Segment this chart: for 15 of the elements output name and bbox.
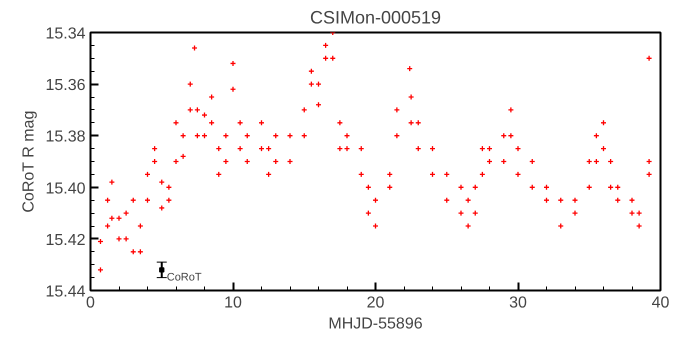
y-tick-label: 15.40: [45, 180, 86, 198]
x-tick-label: 20: [366, 294, 384, 312]
y-tick-label: 15.38: [45, 128, 86, 146]
chart-title: CSIMon-000519: [310, 8, 442, 28]
y-tick-label: 15.34: [45, 26, 86, 42]
series-label: CoRoT: [166, 272, 202, 284]
x-tick-label: 30: [509, 294, 527, 312]
x-axis-title: MHJD-55896: [328, 316, 423, 332]
y-tick-label: 15.36: [45, 77, 86, 94]
y-tick-label: 15.42: [45, 232, 86, 249]
x-tick-label: 0: [86, 294, 96, 312]
x-tick-label: 40: [652, 294, 670, 312]
y-tick-label: 15.44: [45, 284, 86, 300]
y-axis-title: CoRoT R mag: [20, 110, 38, 213]
x-tick-label: 10: [224, 294, 242, 312]
